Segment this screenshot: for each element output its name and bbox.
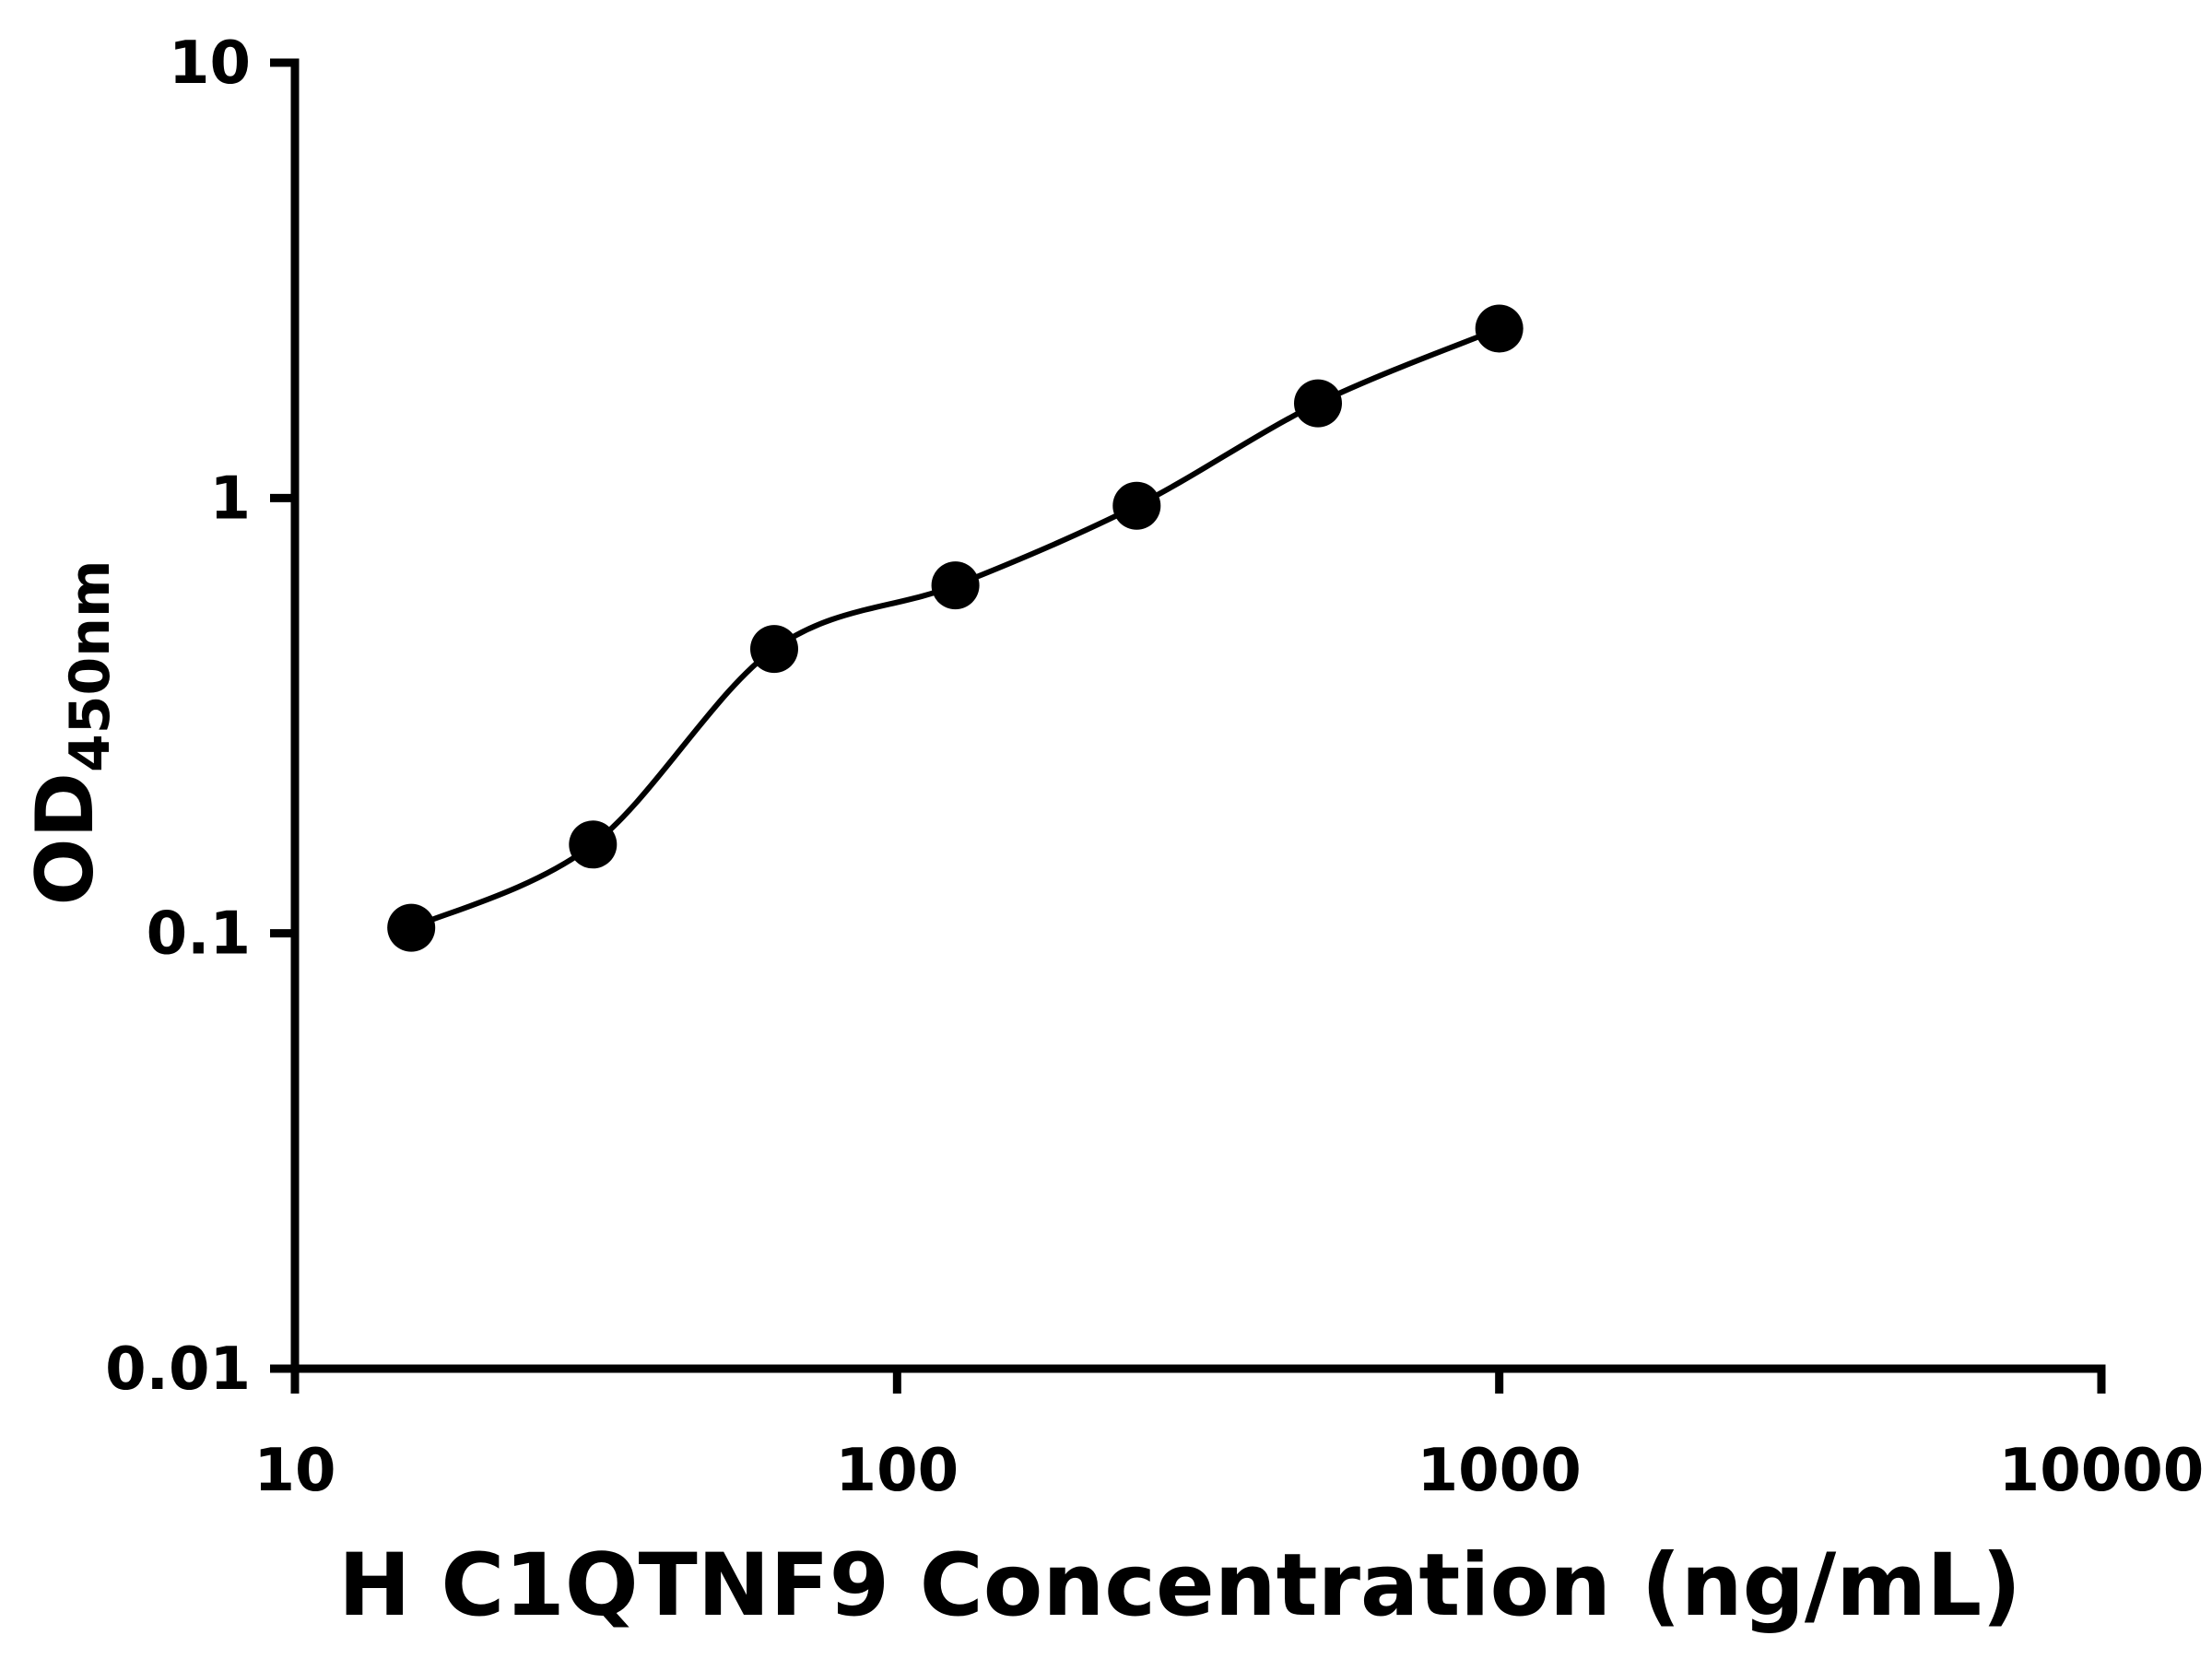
y-tick-label: 0.01 [105, 1335, 251, 1404]
data-point [1112, 481, 1161, 530]
y-tick-label: 10 [169, 29, 251, 98]
y-axis-title-subscript: 450nm [58, 560, 123, 772]
data-point [750, 625, 798, 674]
x-tick-label: 1000 [1418, 1437, 1582, 1505]
y-axis-title-main: OD [19, 772, 112, 906]
data-point [1475, 304, 1524, 353]
x-tick-label: 100 [836, 1437, 959, 1505]
axes [290, 58, 2106, 1373]
data-point [931, 561, 980, 610]
y-tick-label: 1 [209, 465, 251, 533]
x-tick-label: 10000 [1999, 1437, 2205, 1505]
x-axis-title: H C1QTNF9 Concentration (ng/mL) [338, 1535, 2021, 1636]
y-tick-label: 0.1 [147, 900, 251, 969]
y-axis-title: OD450nm [19, 560, 123, 906]
data-point [569, 820, 618, 869]
data-point [387, 903, 436, 952]
data-point [1294, 379, 1342, 428]
x-tick-label: 10 [253, 1437, 335, 1505]
